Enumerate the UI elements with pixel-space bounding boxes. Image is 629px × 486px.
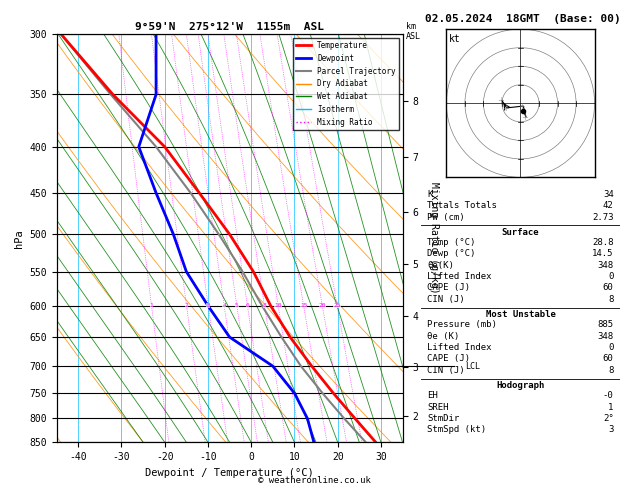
Text: +: + [502,104,509,113]
Text: 2.73: 2.73 [592,212,614,222]
Text: 28.8: 28.8 [592,238,614,247]
Text: 02.05.2024  18GMT  (Base: 00): 02.05.2024 18GMT (Base: 00) [425,14,620,24]
Text: 25: 25 [333,303,341,308]
Text: 8: 8 [263,303,267,308]
Text: +: + [521,113,528,122]
Text: Dewp (°C): Dewp (°C) [427,249,476,258]
Y-axis label: Mixing Ratio (g/kg): Mixing Ratio (g/kg) [429,182,439,294]
X-axis label: Dewpoint / Temperature (°C): Dewpoint / Temperature (°C) [145,468,314,478]
Text: 42: 42 [603,201,614,210]
Text: © weatheronline.co.uk: © weatheronline.co.uk [258,476,371,485]
Text: 2°: 2° [603,414,614,423]
Text: Temp (°C): Temp (°C) [427,238,476,247]
Text: Lifted Index: Lifted Index [427,343,492,352]
Text: 6: 6 [245,303,249,308]
Text: 4: 4 [222,303,226,308]
Text: 34: 34 [603,190,614,199]
Text: 8: 8 [608,295,614,304]
Text: 348: 348 [598,260,614,270]
Text: CIN (J): CIN (J) [427,366,465,375]
Text: 885: 885 [598,320,614,329]
Text: CIN (J): CIN (J) [427,295,465,304]
Text: 14.5: 14.5 [592,249,614,258]
Text: 1: 1 [150,303,153,308]
Text: 3: 3 [206,303,210,308]
Text: 8: 8 [608,366,614,375]
Text: PW (cm): PW (cm) [427,212,465,222]
Legend: Temperature, Dewpoint, Parcel Trajectory, Dry Adiabat, Wet Adiabat, Isotherm, Mi: Temperature, Dewpoint, Parcel Trajectory… [292,38,399,130]
Text: Most Unstable: Most Unstable [486,310,555,319]
Text: Pressure (mb): Pressure (mb) [427,320,498,329]
Text: LCL: LCL [465,362,480,371]
Text: 15: 15 [300,303,308,308]
Text: 60: 60 [603,283,614,293]
Text: StmSpd (kt): StmSpd (kt) [427,425,486,434]
Text: θe (K): θe (K) [427,331,460,341]
Text: EH: EH [427,391,438,400]
Text: K: K [427,190,433,199]
Text: kt: kt [449,34,461,44]
Text: +: + [498,96,504,105]
Text: 348: 348 [598,331,614,341]
Text: 60: 60 [603,354,614,364]
Text: km
ASL: km ASL [406,22,421,40]
Text: Surface: Surface [502,228,539,237]
Text: 0: 0 [608,272,614,281]
Text: 1: 1 [608,402,614,412]
Text: CAPE (J): CAPE (J) [427,283,470,293]
Text: θe(K): θe(K) [427,260,454,270]
Text: Lifted Index: Lifted Index [427,272,492,281]
Y-axis label: hPa: hPa [14,229,24,247]
Text: 0: 0 [608,343,614,352]
Text: +: + [519,102,525,111]
Title: 9°59'N  275°12'W  1155m  ASL: 9°59'N 275°12'W 1155m ASL [135,22,324,32]
Text: 2: 2 [185,303,189,308]
Text: Hodograph: Hodograph [496,381,545,390]
Text: CAPE (J): CAPE (J) [427,354,470,364]
Text: 10: 10 [274,303,282,308]
Text: StmDir: StmDir [427,414,460,423]
Text: 3: 3 [608,425,614,434]
Text: -0: -0 [603,391,614,400]
Text: 5: 5 [235,303,238,308]
Text: SREH: SREH [427,402,449,412]
Text: Totals Totals: Totals Totals [427,201,498,210]
Text: 20: 20 [318,303,326,308]
